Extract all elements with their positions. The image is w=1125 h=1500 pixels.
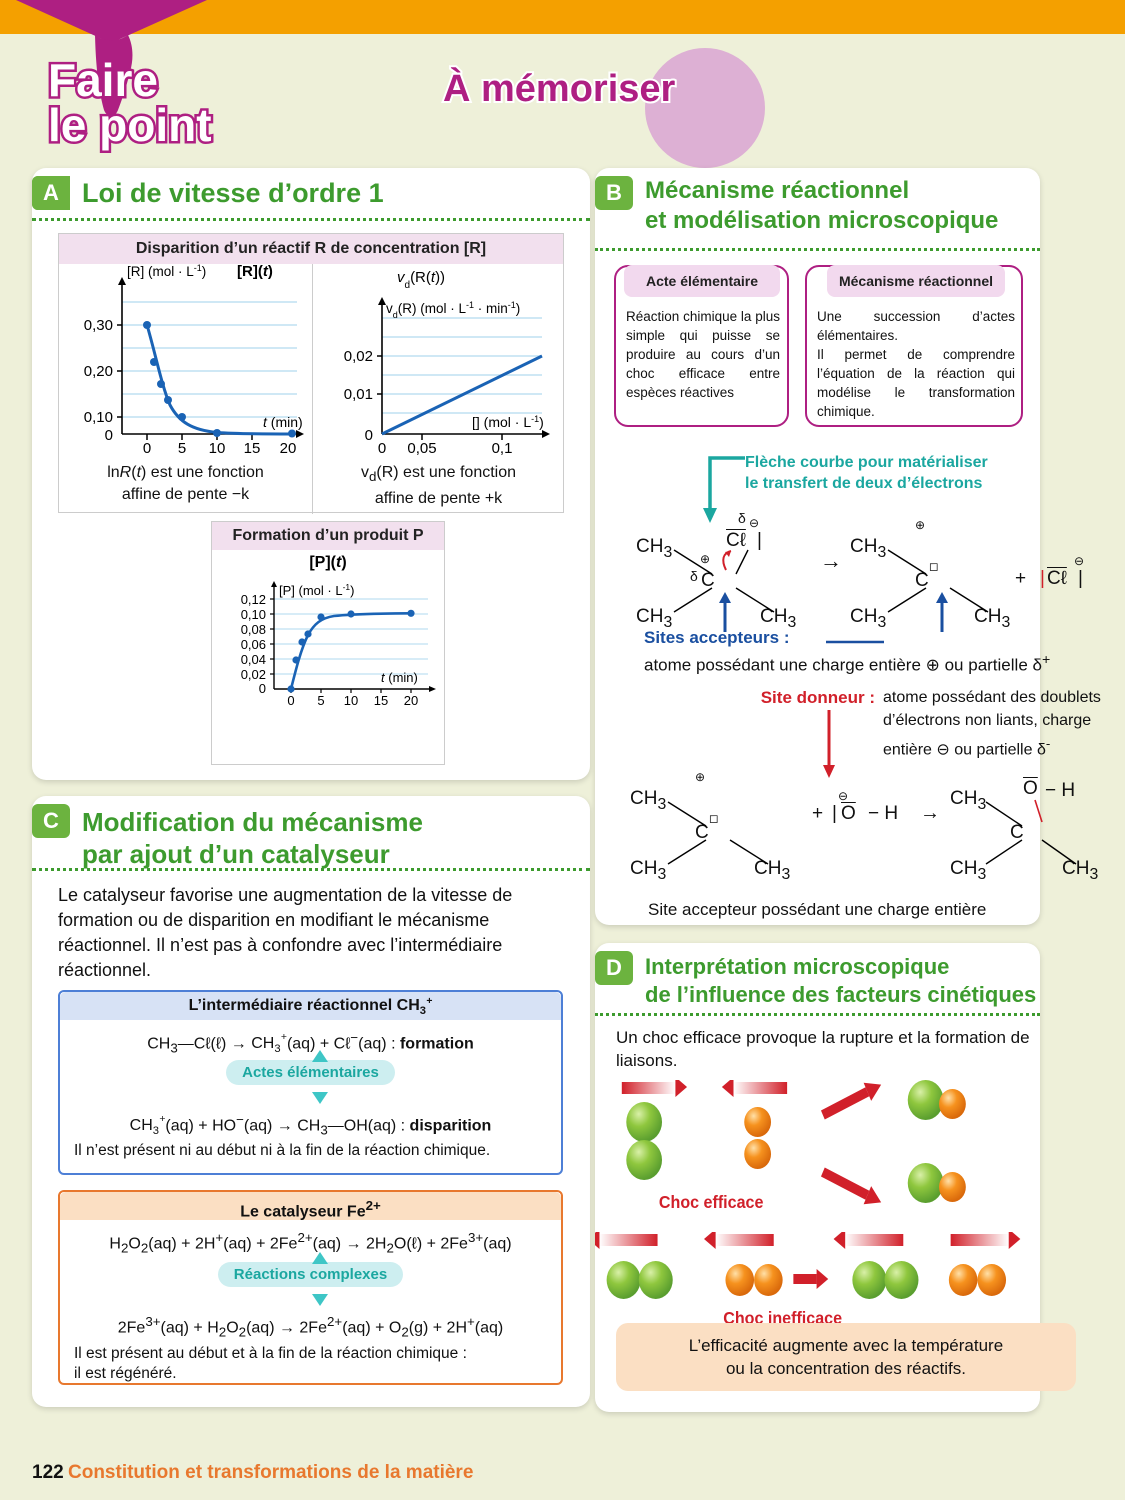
svg-text:0,10: 0,10 xyxy=(84,409,113,426)
svg-text:[R] (mol · L-1): [R] (mol · L-1) xyxy=(127,263,206,279)
svg-text:0,04: 0,04 xyxy=(241,652,266,667)
svg-text:vd(R) (mol · L-1 · min-1): vd(R) (mol · L-1 · min-1) xyxy=(386,300,520,320)
svg-text:10: 10 xyxy=(344,693,358,708)
svg-text:t (min): t (min) xyxy=(263,414,303,430)
svg-text:0,08: 0,08 xyxy=(241,622,266,637)
svg-text:0,01: 0,01 xyxy=(344,386,373,403)
svg-text:0,1: 0,1 xyxy=(492,440,513,457)
svg-text:0,20: 0,20 xyxy=(84,363,113,380)
svg-text:0,12: 0,12 xyxy=(241,592,266,607)
svg-text:vd(R(t)): vd(R(t)) xyxy=(397,269,445,291)
svg-text:0,30: 0,30 xyxy=(84,317,113,334)
svg-text:t (min): t (min) xyxy=(381,670,418,685)
svg-text:0: 0 xyxy=(287,693,294,708)
svg-text:0,06: 0,06 xyxy=(241,637,266,652)
svg-text:5: 5 xyxy=(317,693,324,708)
svg-text:0,10: 0,10 xyxy=(241,607,266,622)
svg-text:20: 20 xyxy=(404,693,418,708)
svg-text:0: 0 xyxy=(259,681,266,696)
svg-text:0,02: 0,02 xyxy=(241,667,266,682)
svg-text:[R](t): [R](t) xyxy=(237,263,273,280)
svg-text:15: 15 xyxy=(374,693,388,708)
svg-text:0: 0 xyxy=(378,440,386,457)
svg-text:0: 0 xyxy=(365,427,373,444)
svg-text:0,02: 0,02 xyxy=(344,348,373,365)
svg-text:[P] (mol · L-1): [P] (mol · L-1) xyxy=(279,582,354,598)
svg-text:0,05: 0,05 xyxy=(407,440,436,457)
svg-text:15: 15 xyxy=(244,440,261,457)
svg-text:20: 20 xyxy=(280,440,297,457)
svg-text:0: 0 xyxy=(143,440,151,457)
svg-text:10: 10 xyxy=(209,440,226,457)
svg-text:[] (mol · L-1): [] (mol · L-1) xyxy=(472,414,544,430)
svg-text:Choc efficace: Choc efficace xyxy=(659,1192,763,1212)
svg-text:5: 5 xyxy=(178,440,186,457)
svg-text:0: 0 xyxy=(105,427,113,444)
